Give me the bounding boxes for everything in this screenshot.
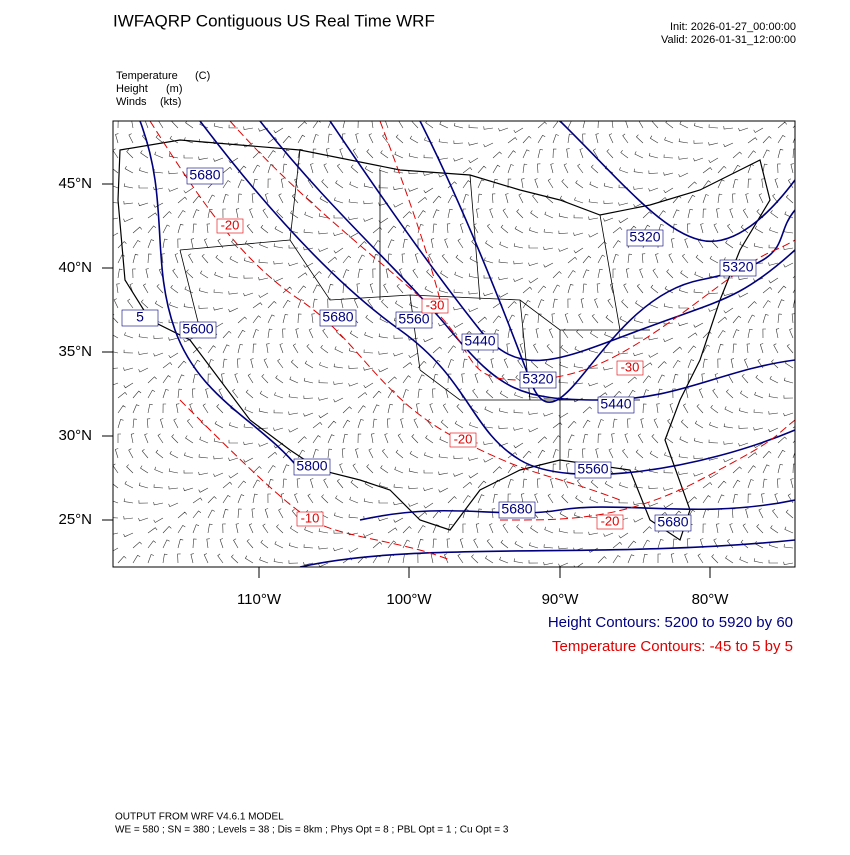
height-contour-label: 5440 xyxy=(600,396,631,412)
coastline xyxy=(117,139,771,541)
map-frame xyxy=(112,120,796,568)
init-time: Init: 2026-01-27_00:00:00 xyxy=(670,21,796,33)
height-label-box xyxy=(597,396,635,414)
temperature-label-box xyxy=(449,432,477,448)
lon-tick-label: 80°W xyxy=(692,591,730,608)
height-label-box xyxy=(319,309,357,327)
temperature-label-box xyxy=(216,218,244,234)
height-contour-label: 5440 xyxy=(464,333,495,349)
height-label-box xyxy=(461,333,499,351)
lat-tick-label: 30°N xyxy=(58,427,92,444)
temperature-contour-label: -20 xyxy=(454,431,473,446)
height-label-box xyxy=(654,514,692,532)
field-name: Temperature xyxy=(116,70,178,82)
height-contour-label: 5680 xyxy=(322,309,353,325)
height-contour-label: 5800 xyxy=(296,458,327,474)
height-label-box xyxy=(498,501,536,519)
field-list: Temperature (C) Height (m) Winds (kts) xyxy=(116,70,210,108)
height-label-box xyxy=(179,321,217,339)
height-contour-label: 5320 xyxy=(522,371,553,387)
height-label-box xyxy=(121,309,159,327)
height-label-box xyxy=(626,229,664,247)
field-name: Winds xyxy=(116,96,147,108)
height-contour-label: 5320 xyxy=(722,259,753,275)
height-label-box xyxy=(395,311,433,329)
field-unit: (m) xyxy=(166,83,183,95)
map: 5680 5320 5320 5600 5680 5560 5440 5320 5440 5560… xyxy=(113,121,795,567)
height-contour-label: 5680 xyxy=(501,501,532,517)
lat-tick-label: 25°N xyxy=(58,511,92,528)
lat-tick-label: 40°N xyxy=(58,259,92,276)
lon-tick-label: 100°W xyxy=(386,591,432,608)
temperature-label-box xyxy=(421,298,449,314)
height-label-box xyxy=(293,458,331,476)
temperature-contour-label: -30 xyxy=(426,297,445,312)
field-unit: (kts) xyxy=(160,96,181,108)
height-contour-label: 5560 xyxy=(398,311,429,327)
lon-tick-label: 110°W xyxy=(237,591,282,608)
height-contour-label: 5600 xyxy=(182,321,213,337)
lat-tick-label: 45°N xyxy=(58,175,92,192)
height-label-box xyxy=(719,259,757,277)
height-contour-label: 5680 xyxy=(657,514,688,530)
temperature-contour-label: -10 xyxy=(301,510,320,525)
temperature-contour-label: -20 xyxy=(601,513,620,528)
temperature-contour-label: -30 xyxy=(621,359,640,374)
temperature-contour-label: -20 xyxy=(221,217,240,232)
height-contours xyxy=(139,121,795,567)
lon-tick-label: 90°W xyxy=(542,591,580,608)
temperature-legend: Temperature Contours: -45 to 5 by 5 xyxy=(552,638,793,655)
footer-settings: WE = 580 ; SN = 380 ; Levels = 38 ; Dis … xyxy=(115,825,509,836)
temperature-label-box xyxy=(616,360,644,376)
field-name: Height xyxy=(116,83,148,95)
temperature-label-box xyxy=(596,514,624,530)
height-label-box xyxy=(186,167,224,185)
temperature-label-box xyxy=(296,511,324,527)
lat-tick-label: 35°N xyxy=(58,343,92,360)
height-contour-label: 5 xyxy=(136,309,144,325)
height-label-box xyxy=(574,461,612,479)
height-contour-label: 5680 xyxy=(189,167,220,183)
height-legend: Height Contours: 5200 to 5920 by 60 xyxy=(548,614,793,631)
height-contour-label: 5320 xyxy=(629,229,660,245)
height-label-box xyxy=(519,371,557,389)
height-contour-label: 5560 xyxy=(577,461,608,477)
title: IWFAQRP Contiguous US Real Time WRF xyxy=(113,11,435,30)
footer-model: OUTPUT FROM WRF V4.6.1 MODEL xyxy=(115,812,284,823)
valid-time: Valid: 2026-01-31_12:00:00 xyxy=(661,34,796,46)
field-unit: (C) xyxy=(195,70,210,82)
